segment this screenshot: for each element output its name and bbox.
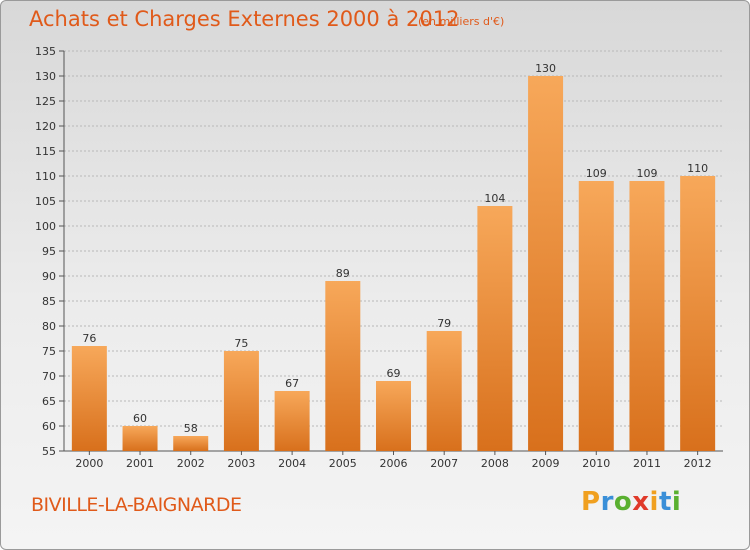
logo-letter: r [600,487,614,517]
bars [71,76,716,451]
value-label-2000: 76 [82,332,96,345]
y-tick-label: 55 [42,445,56,458]
value-label-2009: 130 [535,62,556,75]
y-tick-label: 110 [35,170,56,183]
value-label-2010: 109 [586,167,607,180]
y-tick-label: 120 [35,120,56,133]
x-tick-label-2008: 2008 [481,457,509,470]
x-tick-label-2002: 2002 [177,457,205,470]
bar-2004 [274,391,310,451]
y-tick-label: 60 [42,420,56,433]
value-label-2012: 110 [687,162,708,175]
value-label-2003: 75 [234,337,248,350]
value-label-2005: 89 [336,267,350,280]
value-label-2011: 109 [636,167,657,180]
y-tick-label: 65 [42,395,56,408]
bar-2003 [223,351,259,451]
value-label-2004: 67 [285,377,299,390]
x-tick-label-2005: 2005 [329,457,357,470]
bar-2011 [629,181,665,451]
y-tick-label: 100 [35,220,56,233]
y-tick-label: 135 [35,45,56,58]
chart-subtitle: (en milliers d'€) [418,15,505,28]
x-tick-label-2001: 2001 [126,457,154,470]
bar-2007 [426,331,462,451]
logo-letter: x [632,487,650,517]
value-label-2007: 79 [437,317,451,330]
bar-2006 [376,381,411,451]
value-label-2001: 60 [133,412,147,425]
bar-2008 [477,206,513,451]
logo-letter: o [613,487,633,517]
logo-letter: i [671,487,682,517]
x-tick-label-2009: 2009 [532,457,560,470]
bar-2012 [680,176,716,451]
x-tick-label-2012: 2012 [684,457,712,470]
chart-title: Achats et Charges Externes 2000 à 2012 [29,7,460,31]
value-label-2006: 69 [387,367,401,380]
commune-name: BIVILLE-LA-BAIGNARDE [31,494,242,516]
value-label-2008: 104 [484,192,505,205]
logo-letter: i [649,487,659,517]
bar-2000 [71,346,107,451]
x-tick-label-2003: 2003 [227,457,255,470]
bar-2001 [122,426,158,451]
y-tick-label: 105 [35,195,56,208]
labels: 76 2000 60 2001 58 2002 75 2003 67 2004 89 2005 69 20… [75,62,711,470]
y-tick-label: 80 [42,320,56,333]
value-label-2002: 58 [184,422,198,435]
y-tick-label: 115 [35,145,56,158]
proxiti-logo: Proxiti [581,487,681,517]
bar-2005 [325,281,361,451]
x-tick-label-2004: 2004 [278,457,306,470]
y-tick-label: 75 [42,345,56,358]
bar-2010 [578,181,614,451]
x-tick-label-2006: 2006 [380,457,408,470]
x-tick-label-2010: 2010 [582,457,610,470]
y-tick-label: 95 [42,245,56,258]
x-tick-label-2007: 2007 [430,457,458,470]
bar-2002 [173,436,209,451]
logo-letter: t [658,487,672,517]
y-tick-label: 125 [35,95,56,108]
y-tick-label: 85 [42,295,56,308]
x-tick-label-2000: 2000 [75,457,103,470]
x-tick-label-2011: 2011 [633,457,661,470]
bar-2009 [528,76,564,451]
logo-letter: P [581,487,601,517]
y-tick-label: 130 [35,70,56,83]
y-tick-label: 70 [42,370,56,383]
y-tick-label: 90 [42,270,56,283]
